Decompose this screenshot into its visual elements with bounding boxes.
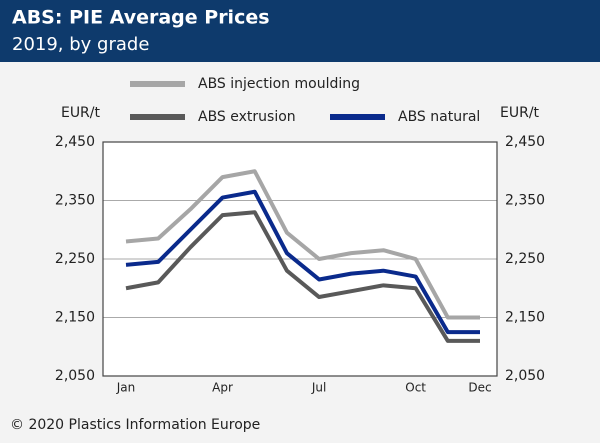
y2-tick-label: 2,050	[505, 368, 545, 384]
y-axis-label: EUR/t	[61, 105, 101, 121]
chart-title: ABS: PIE Average Prices	[12, 7, 270, 29]
y-tick-label: 2,250	[55, 251, 95, 267]
series-line	[125, 169, 480, 320]
series-line	[125, 189, 480, 335]
legend-label: ABS natural	[398, 109, 480, 125]
x-tick-label: Apr	[212, 381, 233, 395]
series-line	[125, 210, 480, 343]
x-tick-label: Jul	[311, 381, 326, 395]
header	[0, 0, 600, 62]
x-tick-label: Jan	[116, 381, 136, 395]
y2-tick-label: 2,150	[505, 310, 545, 326]
chart-subtitle: 2019, by grade	[12, 34, 149, 55]
y2-axis-label: EUR/t	[500, 105, 540, 121]
y-tick-label: 2,050	[55, 368, 95, 384]
y2-tick-label: 2,250	[505, 251, 545, 267]
y-tick-label: 2,450	[55, 134, 95, 150]
legend-label: ABS injection moulding	[198, 76, 360, 92]
legend-label: ABS extrusion	[198, 109, 296, 125]
y2-tick-label: 2,450	[505, 134, 545, 150]
y-tick-label: 2,150	[55, 310, 95, 326]
y-tick-label: 2,350	[55, 193, 95, 209]
y2-tick-label: 2,350	[505, 193, 545, 209]
x-tick-label: Dec	[468, 381, 491, 395]
plot-border	[102, 141, 498, 377]
source: © 2020 Plastics Information Europe	[10, 417, 260, 433]
x-tick-label: Oct	[405, 381, 426, 395]
